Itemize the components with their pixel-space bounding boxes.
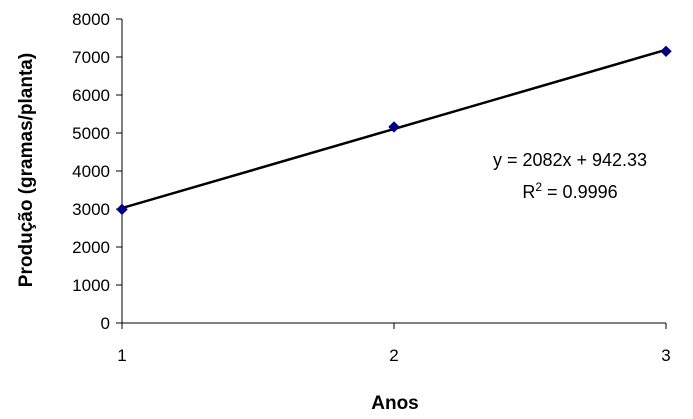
r-squared-prefix: R	[522, 182, 535, 202]
x-tick-label: 3	[661, 346, 670, 365]
data-point	[388, 121, 400, 133]
y-tick-label: 2000	[72, 238, 110, 257]
y-tick-label: 6000	[72, 86, 110, 105]
data-point	[116, 203, 128, 216]
y-tick-label: 7000	[72, 48, 110, 67]
y-tick-label: 4000	[72, 162, 110, 181]
y-tick-label: 1000	[72, 276, 110, 295]
r-squared-label: R2 = 0.9996	[522, 180, 617, 202]
trendline-equation: y = 2082x + 942.33	[493, 150, 647, 170]
y-tick-label: 8000	[72, 10, 110, 29]
plot-area: 0 1000 2000 3000 4000 5000 6000 7000 8000 1 2 3	[72, 10, 672, 365]
x-tick-label: 2	[389, 346, 398, 365]
y-axis-title: Produção (gramas/planta)	[16, 53, 37, 287]
y-tick-label: 3000	[72, 200, 110, 219]
x-tick-label: 1	[117, 346, 126, 365]
x-axis-title: Anos	[371, 393, 419, 414]
r-squared-superscript: 2	[535, 180, 542, 194]
y-tick-label: 0	[101, 314, 110, 333]
data-point	[660, 45, 672, 58]
r-squared-value: = 0.9996	[542, 182, 618, 202]
y-tick-label: 5000	[72, 124, 110, 143]
